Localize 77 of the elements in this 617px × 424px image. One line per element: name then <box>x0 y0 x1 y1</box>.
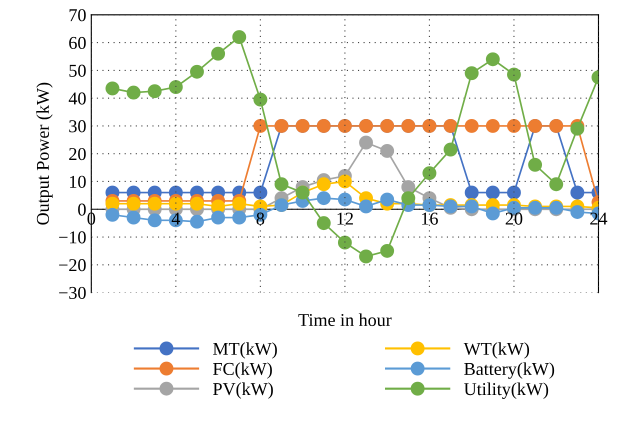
x-axis-title: Time in hour <box>298 313 392 326</box>
point <box>338 174 352 188</box>
point <box>253 118 268 133</box>
y-axis-title: Output Power (kW) <box>36 82 53 225</box>
point <box>380 244 394 258</box>
point <box>232 196 246 211</box>
point <box>570 122 584 136</box>
y-tick-label: 50 <box>69 64 86 77</box>
point <box>507 118 521 133</box>
point <box>486 206 500 220</box>
point <box>232 210 246 225</box>
point <box>126 210 141 225</box>
point <box>253 92 268 106</box>
point <box>486 118 500 133</box>
point <box>528 158 542 172</box>
y-tick-label: 10 <box>70 176 86 188</box>
point <box>549 177 564 192</box>
legend-label: FC(kW) <box>213 362 272 379</box>
y-tick-label: 30 <box>69 120 86 132</box>
point <box>338 192 352 206</box>
y-tick-label: −10 <box>59 231 86 244</box>
point <box>316 216 331 230</box>
point <box>126 196 141 211</box>
point <box>106 208 120 222</box>
point <box>464 118 479 133</box>
y-tick-label: 70 <box>70 9 86 22</box>
point <box>148 213 162 228</box>
x-tick-label: 4 <box>172 212 180 225</box>
legend-label: PV(kW) <box>213 382 273 399</box>
point <box>464 66 479 80</box>
point <box>422 166 436 180</box>
point <box>316 177 331 192</box>
legend-label: Battery(kW) <box>464 362 554 379</box>
point <box>274 177 288 192</box>
point <box>211 46 226 61</box>
point <box>316 191 331 206</box>
point <box>380 144 394 158</box>
point <box>106 81 120 96</box>
point <box>190 196 204 211</box>
legend-label: MT(kW) <box>213 342 277 359</box>
point <box>464 186 479 200</box>
point <box>570 186 584 200</box>
y-tick-label: 40 <box>68 92 86 105</box>
point <box>190 214 204 229</box>
point <box>359 250 373 264</box>
point <box>211 200 226 214</box>
y-tick-label: 60 <box>69 36 86 50</box>
point <box>380 192 394 206</box>
point <box>486 52 500 66</box>
point <box>359 200 373 214</box>
point <box>106 196 120 211</box>
x-tick-label: 20 <box>506 212 522 225</box>
x-tick-label: 16 <box>422 212 438 225</box>
point <box>211 210 226 225</box>
point <box>168 80 183 94</box>
point <box>232 30 246 44</box>
legend-label: Utility(kW) <box>464 382 548 399</box>
point <box>253 186 268 200</box>
point <box>507 186 521 200</box>
point <box>444 142 458 156</box>
point <box>190 64 204 79</box>
point <box>486 186 500 200</box>
x-tick-label: 12 <box>337 212 353 225</box>
point <box>359 136 373 150</box>
point <box>507 68 521 82</box>
point <box>570 205 584 219</box>
y-tick-label: 0 <box>78 204 86 216</box>
point <box>338 236 352 250</box>
legend-label: WT(kW) <box>464 342 530 359</box>
y-tick-label: 20 <box>69 148 86 160</box>
point <box>126 86 141 100</box>
y-tick-label: −30 <box>59 286 86 299</box>
point <box>168 196 183 211</box>
point <box>148 196 162 211</box>
point <box>401 191 416 206</box>
point <box>148 84 162 98</box>
y-tick-label: −20 <box>59 259 86 272</box>
